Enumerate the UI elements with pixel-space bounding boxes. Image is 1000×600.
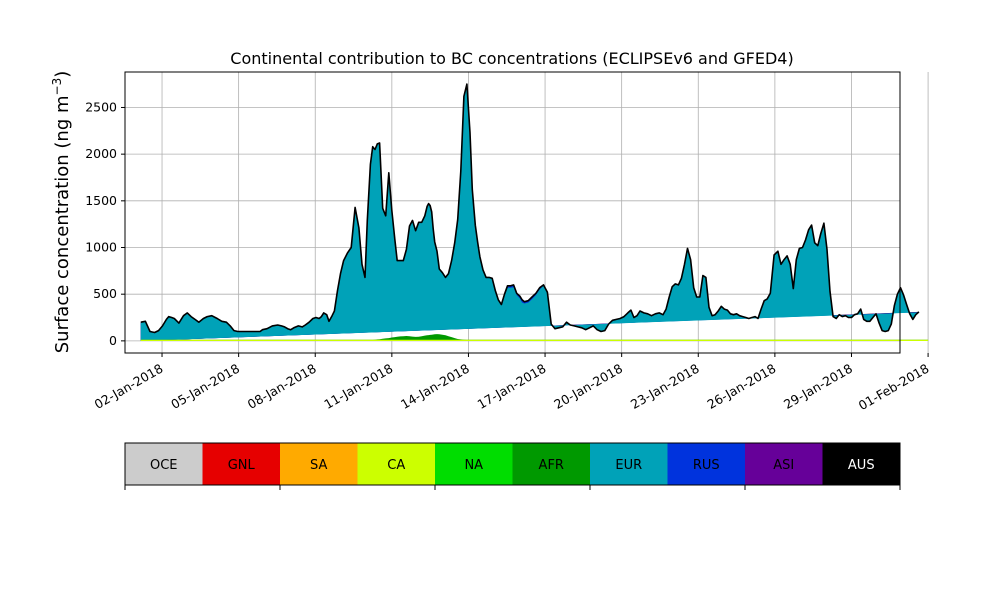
legend-label-gnl: GNL — [228, 458, 256, 473]
legend-swatch-sa — [280, 443, 358, 485]
legend-label-oce: OCE — [150, 458, 178, 473]
legend-label-asi: ASI — [773, 458, 794, 473]
y-tick-label: 1500 — [85, 193, 117, 208]
legend-label-na: NA — [464, 458, 483, 473]
legend-swatch-ca — [357, 443, 435, 485]
legend-frame — [124, 442, 901, 486]
y-tick-label: 2000 — [85, 146, 117, 161]
y-axis-label-suffix: ) — [52, 71, 73, 78]
y-tick-label: 2500 — [85, 99, 117, 114]
y-axis-ticks: 0 500 1000 1500 2000 2500 — [85, 99, 125, 348]
legend-label-aus: AUS — [848, 458, 875, 473]
legend-label-ca: CA — [387, 458, 405, 473]
y-axis-label: Surface concentration (ng m−3) — [50, 71, 73, 354]
legend-label-afr: AFR — [539, 458, 564, 473]
legend-label-eur: EUR — [615, 458, 642, 473]
legend-swatch-rus — [667, 443, 745, 485]
total-line-group — [140, 83, 920, 334]
total-concentration-line — [140, 83, 920, 334]
legend-swatch-oce — [125, 443, 203, 485]
legend-swatch-gnl — [202, 443, 280, 485]
legend-swatch-na — [435, 443, 513, 485]
y-axis-label-superscript: −3 — [50, 78, 64, 96]
legend-swatch-aus — [822, 443, 900, 485]
legend-colorbar: OCE GNL SA CA NA AFR EUR RUS ASI AUS — [124, 442, 901, 490]
y-tick-label: 0 — [109, 333, 117, 348]
y-tick-label: 1000 — [85, 240, 117, 255]
y-tick-label: 500 — [93, 286, 117, 301]
plot-frame — [124, 71, 901, 354]
legend-swatch-afr — [512, 443, 590, 485]
legend-swatch-eur — [590, 443, 668, 485]
legend-label-rus: RUS — [693, 458, 720, 473]
chart-title: Continental contribution to BC concentra… — [230, 49, 793, 68]
legend-label-sa: SA — [310, 458, 327, 473]
legend-swatch-asi — [745, 443, 823, 485]
